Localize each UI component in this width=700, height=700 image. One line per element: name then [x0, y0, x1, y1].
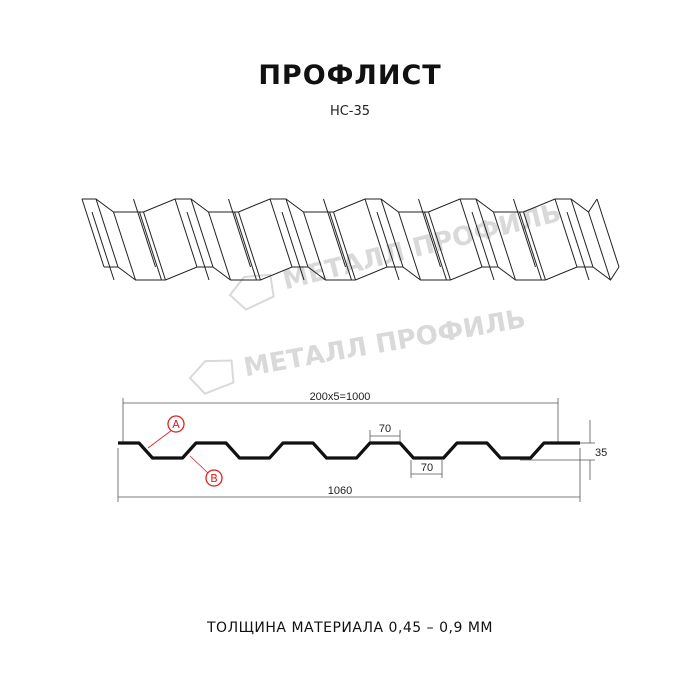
marker-a-label: A	[172, 418, 180, 431]
dim-height: 35	[595, 447, 607, 459]
sheet-edge-line	[418, 198, 441, 268]
dim-pitch: 200x5=1000	[310, 391, 371, 403]
sheet-edge-line	[333, 211, 356, 281]
sheet-edge-line	[139, 211, 162, 281]
sheet-edge-line	[323, 198, 346, 268]
sheet-edge-line	[459, 198, 483, 268]
sheet-edge-line	[519, 211, 542, 281]
sheet-edge-line	[364, 198, 388, 268]
product-code: НС-35	[329, 104, 371, 119]
sheet-edge-line	[398, 211, 421, 281]
sheet-edge-line	[424, 211, 447, 281]
watermark-text: МЕТАЛЛ ПРОФИЛЬ	[242, 304, 528, 383]
sheet-edge-line	[133, 198, 156, 268]
sheet-edge-line	[523, 211, 546, 281]
sheet-edge-line	[91, 211, 115, 281]
sheet-edge-line	[238, 211, 261, 281]
sheet-edge-line	[554, 198, 578, 268]
sheet-edge-line	[269, 198, 293, 268]
dim-total-width: 1060	[328, 485, 352, 497]
dim-bottom-width: 70	[421, 462, 433, 474]
sheet-edge-line	[471, 211, 495, 281]
sheet-edge-line	[596, 198, 620, 268]
sheet-edge-line	[380, 198, 404, 268]
marker-a: A	[147, 415, 185, 449]
sheet-edge-line	[113, 211, 136, 281]
sheet-edge-line	[174, 198, 198, 268]
sheet-edge-line	[493, 211, 516, 281]
profile-cross-section	[118, 441, 580, 460]
dim-top-width: 70	[379, 423, 391, 435]
sheet-edge-line	[513, 198, 536, 268]
sheet-edge-line	[143, 211, 166, 281]
sheet-edge-line	[303, 211, 326, 281]
watermark-logo-top: МЕТАЛЛ ПРОФИЛЬ	[228, 198, 564, 311]
sheet-edge-line	[376, 211, 400, 281]
sheet-perspective-view	[81, 198, 620, 281]
sheet-edge-line	[208, 211, 231, 281]
sheet-edge-line	[570, 198, 594, 268]
page-title: ПРОФЛИСТ	[258, 60, 442, 91]
sheet-edge-line	[285, 198, 309, 268]
sheet-edge-line	[82, 198, 598, 213]
sheet-edge-line	[95, 198, 119, 268]
sheet-edge-line	[234, 211, 257, 281]
material-thickness: ТОЛЩИНА МАТЕРИАЛА 0,45 – 0,9 ММ	[207, 620, 493, 636]
sheet-edge-line	[588, 211, 611, 281]
sheet-edge-line	[428, 211, 451, 281]
sheet-edge-line	[329, 211, 352, 281]
watermark-logo-bottom: МЕТАЛЛ ПРОФИЛЬ	[188, 304, 528, 395]
dimension-lines	[117, 398, 595, 502]
sheet-edge-line	[475, 198, 499, 268]
sheet-edge-line	[228, 198, 251, 268]
sheet-edge-line	[104, 266, 620, 281]
sheet-edge-line	[281, 211, 305, 281]
sheet-edge-line	[186, 211, 210, 281]
marker-b-label: B	[210, 472, 218, 485]
sheet-edge-line	[566, 211, 590, 281]
watermark-text: МЕТАЛЛ ПРОФИЛЬ	[280, 198, 564, 296]
sheet-edge-line	[81, 198, 105, 268]
sheet-edge-line	[190, 198, 214, 268]
marker-b: B	[189, 455, 223, 487]
